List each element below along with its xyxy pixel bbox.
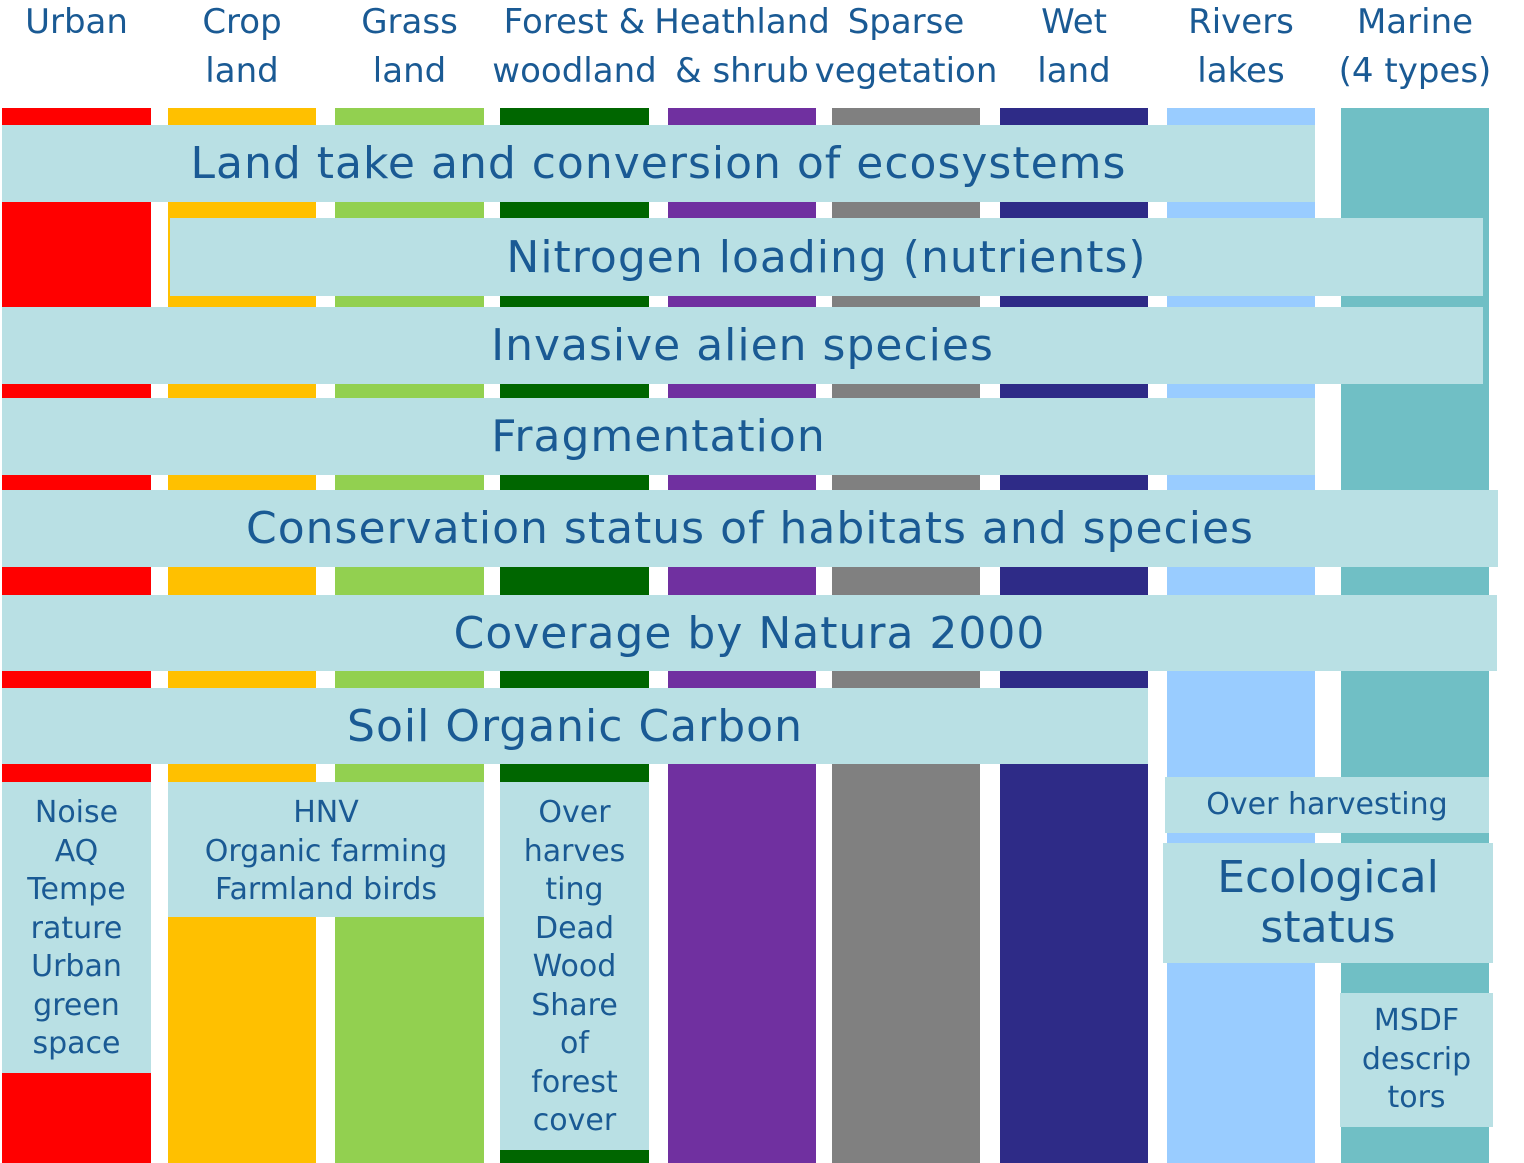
column-label: Forest & woodland [470, 0, 679, 96]
column-label-line: & shrub [675, 51, 809, 91]
indicator-line: HNV [293, 795, 359, 830]
column-label-line: Rivers [1188, 2, 1294, 42]
indicator-line: space [32, 1026, 121, 1061]
indicator-line: Ecological [1217, 852, 1439, 903]
column-label: Rivers lakes [1137, 0, 1345, 96]
pressure-band: Land take and conversion of ecosystems [2, 125, 1315, 202]
indicator-line: Organic farming [204, 833, 448, 869]
band-label: Conservation status of habitats and spec… [246, 503, 1254, 554]
indicator-line: Noise [34, 795, 119, 830]
column-label-line: Marine [1356, 2, 1474, 42]
indicator-line: MSDF [1373, 1003, 1460, 1039]
indicator-line: tors [1387, 1080, 1446, 1116]
band-label: Invasive alien species [491, 320, 994, 371]
band-label: Soil Organic Carbon [347, 700, 803, 752]
indicator-line: Over [538, 795, 611, 830]
column-label-line: Forest & [503, 2, 646, 42]
column-label-line: (4 types) [1338, 51, 1492, 91]
indicator-line: harves [523, 833, 626, 869]
pressure-band: Soil Organic Carbon [2, 688, 1148, 764]
indicator-line: Dead [535, 910, 614, 946]
column-label: Grass land [305, 0, 514, 96]
indicator-line: status [1260, 902, 1396, 953]
pressure-band: Fragmentation [2, 398, 1315, 475]
pressure-band: Nitrogen loading (nutrients) [170, 218, 1483, 296]
column-label-line: woodland [492, 51, 657, 91]
column-label: Heathland & shrub [638, 0, 846, 96]
indicator-line: Wood [532, 949, 617, 984]
indicator-line: green [33, 987, 120, 1023]
band-label: Fragmentation [491, 411, 826, 462]
band-label: Land take and conversion of ecosystems [190, 138, 1127, 189]
indicator-line: Tempe [27, 872, 126, 907]
column-label-line: lakes [1197, 51, 1285, 91]
indicator-line: Over harvesting [1206, 787, 1448, 822]
indicator-line: forest [531, 1064, 618, 1100]
pressure-band: Conservation status of habitats and spec… [2, 490, 1498, 567]
indicator-line: ting [545, 872, 604, 907]
indicator-box: Noise AQ Tempe rature Urban green space [2, 782, 151, 1073]
column-label-line: Heathland [654, 2, 830, 42]
indicator-box: Ecological status [1163, 843, 1493, 963]
column-label-line: vegetation [814, 51, 998, 91]
column-label-line: land [1037, 51, 1111, 91]
indicator-line: descrip [1361, 1041, 1472, 1077]
pressure-band: Coverage by Natura 2000 [2, 595, 1497, 671]
column-label: Sparse vegetation [802, 0, 1010, 96]
column-label: Marine (4 types) [1311, 0, 1519, 96]
indicator-line: Farmland birds [214, 872, 438, 907]
column-label: Crop land [138, 0, 346, 96]
column-label-line: Crop [202, 2, 282, 42]
indicator-box: MSDF descrip tors [1340, 993, 1493, 1127]
indicator-line: AQ [54, 833, 99, 869]
indicator-box: HNV Organic farming Farmland birds [168, 782, 484, 917]
column-label: Urban [0, 0, 181, 47]
column-label-line: land [205, 51, 279, 91]
indicator-line: rature [30, 910, 123, 946]
indicator-line: of [560, 1026, 589, 1061]
indicator-line: Share [531, 987, 618, 1023]
column-label-line: land [372, 51, 447, 91]
indicator-box: Over harvesting [1165, 777, 1489, 833]
column-label-line: Grass [361, 2, 458, 42]
indicator-line: cover [532, 1103, 617, 1138]
indicator-box: Over harves ting Dead Wood Share of forest cover [500, 782, 649, 1150]
indicator-line: Urban [31, 949, 122, 984]
band-label: Coverage by Natura 2000 [453, 607, 1046, 659]
column-label: Wet land [970, 0, 1178, 96]
band-label: Nitrogen loading (nutrients) [506, 231, 1147, 283]
pressure-band: Invasive alien species [2, 307, 1483, 384]
column-label-line: Sparse [847, 2, 965, 42]
column-label-line: Urban [25, 2, 128, 42]
column-label-line: Wet [1041, 2, 1107, 42]
